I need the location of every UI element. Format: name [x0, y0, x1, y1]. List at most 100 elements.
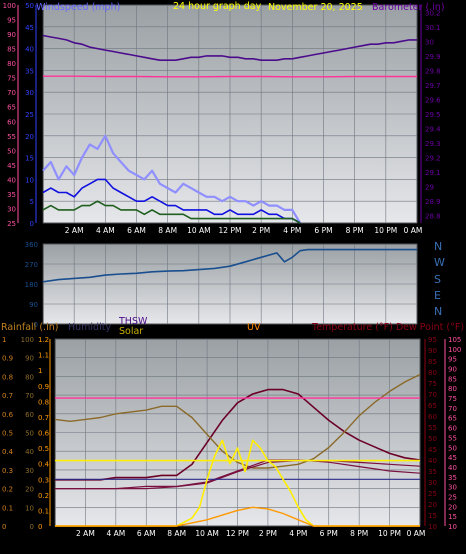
uv-axis-tick: 1.2 — [38, 336, 49, 344]
dew-axis-tick: 20 — [448, 503, 457, 511]
dew-axis-tick: 15 — [448, 513, 457, 521]
dew-axis-tick: 10 — [448, 523, 457, 531]
left-axis-tick: 50 — [7, 147, 16, 155]
wind-axis-tick: 15 — [25, 155, 34, 163]
x-tick-label: 10 PM — [378, 529, 401, 538]
left-axis-tick: 35 — [7, 191, 16, 199]
top-pink-line — [43, 75, 417, 78]
temp-axis-tick: 10 — [428, 523, 437, 531]
temp-axis-tick: 55 — [428, 424, 437, 432]
dew-axis-tick: 25 — [448, 493, 457, 501]
wind-axis-tick: 30 — [25, 89, 34, 97]
uv-axis-tick: 0.9 — [38, 383, 49, 391]
rain-axis-tick: 0.4 — [2, 448, 14, 456]
temp-axis-tick: 95 — [428, 336, 437, 344]
timestamp-label: November 20, 2025 — [268, 2, 363, 13]
rain-axis-tick: 0.1 — [2, 504, 13, 512]
left-axis-tick: 60 — [7, 118, 16, 126]
humidity-axis-tick: 10 — [25, 504, 34, 512]
right-axis-tick: 29.6 — [425, 96, 441, 104]
wind-speed-line — [42, 134, 302, 224]
uv-axis-tick: 0.8 — [38, 398, 49, 406]
graph-title: 24 hour graph day — [173, 1, 262, 12]
windspeed-label: Windspeed (mph) — [36, 2, 120, 13]
x-tick-label: 10 AM — [187, 226, 211, 235]
temp-axis-tick: 20 — [428, 501, 437, 509]
right-axis-tick: 29.9 — [425, 53, 441, 61]
rain-axis-tick: 0.3 — [2, 467, 13, 475]
dew-axis-tick: 65 — [448, 415, 457, 423]
humidity-axis-tick: 30 — [25, 467, 34, 475]
humidity-line — [54, 373, 421, 469]
direction-axis-tick: 90 — [29, 301, 38, 309]
x-tick-label: 12 PM — [219, 226, 242, 235]
rain-axis-tick: 0.6 — [2, 411, 14, 419]
direction-axis-tick: 0 — [34, 321, 38, 329]
right-axis-tick: 29.5 — [425, 111, 441, 119]
left-axis-tick: 40 — [7, 176, 16, 184]
dew-axis-tick: 90 — [448, 366, 457, 374]
wind-axis-tick: 0 — [30, 220, 34, 228]
wind-avg-line — [42, 178, 301, 224]
barometer-line — [42, 34, 417, 62]
solar-label: Solar — [119, 326, 143, 337]
thsw-label: THSW — [118, 316, 148, 327]
uv-axis-tick: 0 — [38, 523, 42, 531]
dew-axis-tick: 95 — [448, 356, 457, 364]
right-axis-tick: 30 — [425, 38, 434, 46]
x-tick-label: 2 PM — [259, 529, 277, 538]
temp-axis-tick: 85 — [428, 358, 437, 366]
humidity-low-line — [55, 460, 421, 490]
humidity-axis-tick: 20 — [25, 486, 34, 494]
left-axis-tick: 65 — [7, 104, 16, 112]
x-tick-label: 12 PM — [226, 529, 249, 538]
temperature-label: Temperature (°F) Dew Point (°F) — [311, 322, 464, 333]
direction-n-top: N — [434, 240, 442, 253]
dew-axis-tick: 55 — [448, 434, 457, 442]
uv-axis-tick: 0.5 — [38, 445, 49, 453]
temp-axis-tick: 75 — [428, 380, 437, 388]
left-axis-tick: 30 — [7, 205, 16, 213]
dew-axis-tick: 75 — [448, 395, 457, 403]
wind-axis-tick: 25 — [25, 111, 34, 119]
left-axis-tick: 55 — [7, 133, 16, 141]
rain-label: Rainfall (.in) — [1, 322, 58, 333]
right-axis-tick: 30.2 — [425, 9, 441, 17]
dew-axis-tick: 50 — [448, 444, 457, 452]
right-axis-tick: 29.3 — [425, 140, 441, 148]
left-axis-tick: 85 — [7, 46, 16, 54]
right-axis-tick: 28.9 — [425, 198, 441, 206]
x-tick-label: 8 PM — [346, 226, 364, 235]
dew-axis-tick: 45 — [448, 454, 457, 462]
solar-line — [55, 439, 420, 527]
rain-axis-tick: 0.8 — [2, 373, 13, 381]
right-axis-tick: 29.1 — [425, 169, 441, 177]
uv-axis-tick: 1 — [38, 367, 42, 375]
temp-axis-tick: 60 — [428, 413, 437, 421]
x-tick-label: 4 PM — [283, 226, 301, 235]
direction-axis-tick: 360 — [25, 241, 38, 249]
uv-axis-tick: 0.4 — [38, 461, 50, 469]
rain-axis-tick: 0.7 — [2, 392, 13, 400]
dew-axis-tick: 70 — [448, 405, 457, 413]
uv-line — [55, 506, 420, 527]
humidity-axis-tick: 60 — [25, 411, 34, 419]
x-tick-label: 2 PM — [252, 226, 270, 235]
humidity-axis-tick: 70 — [25, 392, 34, 400]
uv-axis-tick: 0.7 — [38, 414, 49, 422]
humidity-axis-tick: 40 — [25, 448, 34, 456]
temp-axis-tick: 15 — [428, 512, 437, 520]
right-axis-tick: 29.7 — [425, 82, 441, 90]
wind-axis-tick: 40 — [25, 46, 34, 54]
x-tick-label: 10 AM — [195, 529, 219, 538]
temp-axis-tick: 80 — [428, 369, 437, 377]
humidity-label: Humidity — [68, 322, 111, 333]
dew-axis-tick: 85 — [448, 375, 457, 383]
right-axis-tick: 29.8 — [425, 67, 441, 75]
dew-axis-tick: 100 — [448, 346, 461, 354]
temp-axis-tick: 25 — [428, 490, 437, 498]
temp-axis-tick: 30 — [428, 479, 437, 487]
right-axis-tick: 28.8 — [425, 213, 441, 221]
